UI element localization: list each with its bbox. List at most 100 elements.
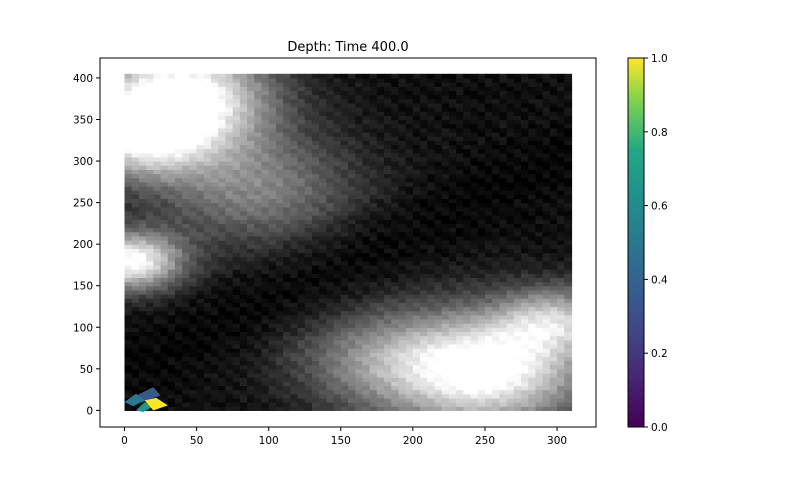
heatmap-cell [340,273,349,279]
heatmap-cell [160,244,169,249]
heatmap-cell [232,215,241,220]
heatmap-cell [153,98,162,104]
heatmap-cell [391,393,400,399]
heatmap-cell [261,335,270,341]
heatmap-cell [254,198,263,204]
heatmap-cell [275,161,284,166]
heatmap-cell [348,360,356,366]
heatmap-cell [160,273,169,279]
heatmap-cell [484,231,493,237]
heatmap-cell [218,397,227,403]
heatmap-cell [348,90,356,96]
heatmap-cell [304,82,313,87]
heatmap-cell [412,181,421,187]
heatmap-cell [311,169,320,175]
heatmap-cell [420,302,428,308]
heatmap-cell [456,73,464,79]
heatmap-cell [268,181,277,187]
heatmap-cell [564,364,573,370]
heatmap-cell [275,310,284,316]
heatmap-cell [297,323,306,328]
heatmap-cell [297,368,306,374]
heatmap-cell [319,111,327,116]
heatmap-cell [463,406,472,411]
heatmap-cell [434,181,443,187]
heatmap-cell [247,98,255,104]
heatmap-cell [182,377,190,382]
heatmap-cell [167,86,176,92]
heatmap-cell [261,206,270,212]
heatmap-cell [218,177,227,183]
heatmap-cell [521,397,529,403]
heatmap-cell [124,215,133,220]
heatmap-cell [398,210,407,216]
heatmap-cell [369,107,378,112]
heatmap-cell [470,181,479,187]
heatmap-cell [203,277,212,283]
heatmap-cell [182,131,190,137]
heatmap-cell [499,335,508,341]
heatmap-cell [513,360,522,366]
heatmap-cell [297,385,306,391]
heatmap-cell [153,335,162,341]
heatmap-cell [182,256,190,262]
heatmap-cell [528,185,537,191]
heatmap-cell [391,335,400,341]
heatmap-cell [564,181,573,187]
heatmap-cell [196,86,205,92]
heatmap-cell [304,144,313,150]
heatmap-cell [326,285,335,291]
heatmap-cell [506,406,515,411]
heatmap-cell [283,235,291,241]
heatmap-cell [167,77,176,83]
heatmap-cell [549,327,558,333]
heatmap-cell [283,260,291,266]
heatmap-cell [138,86,147,92]
heatmap-cell [391,277,400,283]
heatmap-cell [391,285,400,291]
heatmap-cell [225,240,234,245]
heatmap-cell [189,273,198,279]
heatmap-cell [376,202,385,208]
heatmap-cell [311,356,320,362]
heatmap-cell [261,327,270,333]
heatmap-cell [369,136,378,141]
heatmap-cell [484,331,493,337]
heatmap-cell [182,206,190,212]
heatmap-cell [506,94,515,100]
heatmap-cell [513,185,522,191]
heatmap-cell [225,227,234,233]
heatmap-cell [174,169,183,175]
heatmap-cell [319,102,327,108]
heatmap-cell [283,397,291,403]
heatmap-cell [290,123,299,129]
heatmap-cell [405,219,414,224]
heatmap-cell [448,152,457,158]
heatmap-cell [362,140,371,146]
heatmap-cell [376,260,385,266]
heatmap-cell [499,256,508,262]
heatmap-cell [427,281,436,287]
heatmap-cell [167,323,176,328]
heatmap-cell [513,169,522,175]
heatmap-cell [268,335,277,341]
heatmap-cell [463,140,472,146]
heatmap-cell [391,136,400,141]
heatmap-cell [290,98,299,104]
heatmap-cell [376,306,385,312]
heatmap-cell [326,385,335,391]
heatmap-cell [340,235,349,241]
heatmap-cell [384,198,392,204]
heatmap-cell [232,123,241,129]
heatmap-cell [391,318,400,324]
heatmap-cell [218,339,227,345]
heatmap-cell [146,127,154,133]
heatmap-cell [391,306,400,312]
heatmap-cell [333,318,342,324]
heatmap-cell [124,356,133,362]
heatmap-cell [225,169,234,175]
heatmap-cell [333,144,342,150]
heatmap-cell [268,294,277,299]
heatmap-cell [348,98,356,104]
heatmap-cell [211,190,219,195]
